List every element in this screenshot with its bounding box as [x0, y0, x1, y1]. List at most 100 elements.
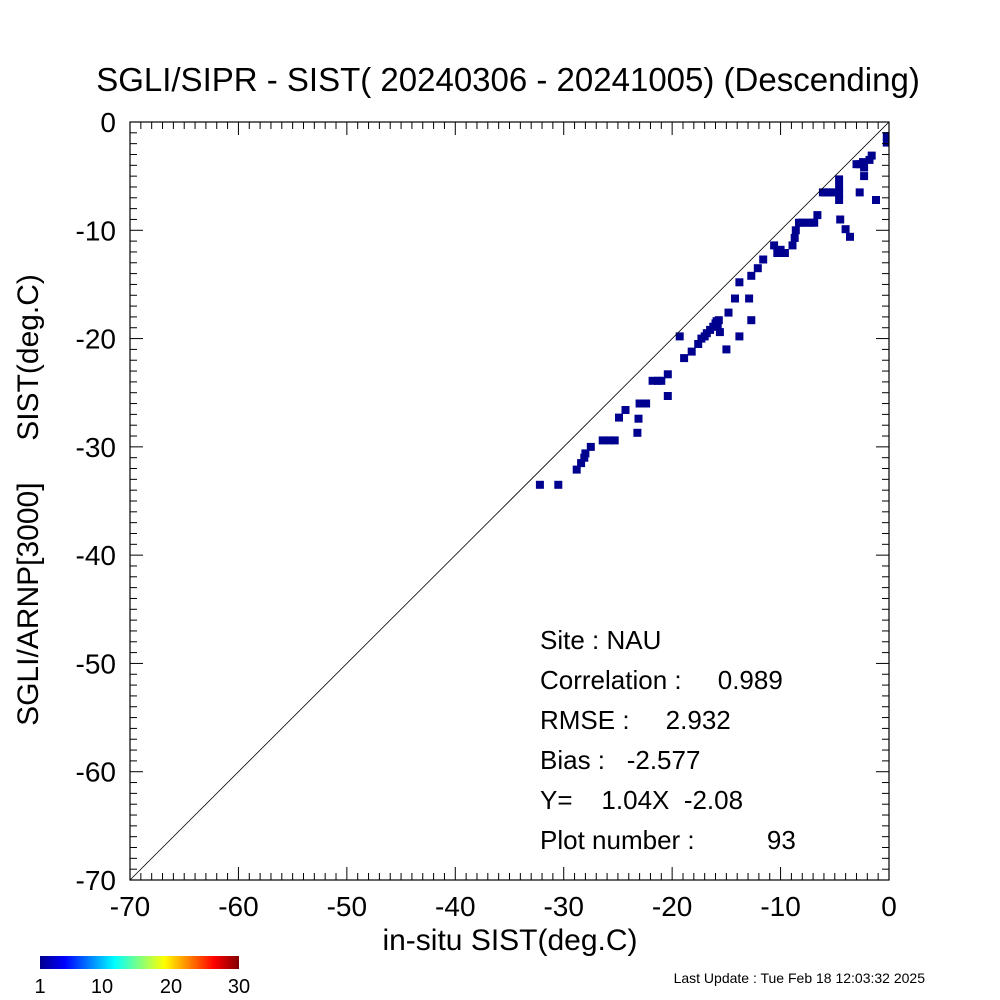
data-point-54: [802, 218, 811, 227]
data-point-57: [813, 211, 822, 220]
data-point-1: [554, 480, 563, 489]
x-tick-label: -40: [435, 891, 475, 922]
data-point-12: [633, 428, 642, 437]
last-update: Last Update : Tue Feb 18 12:03:32 2025: [674, 970, 926, 986]
data-point-3: [577, 459, 586, 468]
data-point-38: [747, 316, 756, 325]
data-point-2: [572, 465, 581, 474]
stats-bias: Bias : -2.577: [540, 745, 700, 775]
data-point-72: [860, 163, 869, 172]
y-tick-label: -30: [76, 432, 116, 463]
stats-correlation: Correlation : 0.989: [540, 665, 783, 695]
data-point-23: [687, 347, 696, 356]
data-point-36: [724, 308, 733, 317]
colorbar-label-1: 1: [34, 976, 45, 998]
data-point-65: [835, 196, 844, 204]
data-point-47: [776, 245, 785, 254]
data-point-49: [788, 241, 797, 250]
stats-rmse: RMSE : 2.932: [540, 705, 731, 735]
data-point-50: [790, 233, 799, 242]
data-point-9: [610, 436, 619, 445]
data-point-8: [605, 436, 614, 445]
data-point-51: [791, 226, 800, 235]
colorbar-label-10: 10: [91, 976, 113, 998]
y-tick-label: -50: [76, 648, 116, 679]
data-point-13: [634, 414, 643, 423]
colorbar-bar: [40, 956, 239, 969]
data-point-62: [835, 175, 844, 184]
stats-plot-number: Plot number : 93: [540, 825, 796, 855]
data-point-24: [694, 340, 703, 348]
data-point-67: [841, 225, 850, 234]
data-point-53: [798, 218, 807, 227]
data-point-79: [882, 138, 889, 147]
data-point-18: [657, 376, 666, 385]
y-axis-label: SGLI/ARNP[3000] SIST(deg.C): [12, 274, 45, 726]
colorbar-label-30: 30: [228, 976, 250, 998]
data-point-15: [642, 399, 651, 408]
data-point-48: [780, 249, 789, 257]
data-point-32: [715, 328, 724, 337]
y-tick-label: -60: [76, 757, 116, 788]
data-point-73: [855, 188, 864, 197]
y-tick-label: -20: [76, 324, 116, 355]
x-tick-label: 0: [881, 891, 897, 922]
colorbar-label-20: 20: [160, 976, 182, 998]
data-point-68: [846, 232, 854, 241]
data-point-42: [747, 271, 756, 280]
y-tick-label: -10: [76, 215, 116, 246]
data-point-5: [581, 449, 590, 458]
data-point-35: [722, 345, 731, 354]
y-tick-label: -70: [76, 865, 116, 896]
data-point-56: [810, 218, 819, 227]
x-axis-label: in-situ SIST(deg.C): [382, 924, 637, 957]
data-point-14: [635, 399, 644, 408]
data-point-77: [872, 196, 880, 204]
stats-block: Site : NAU Correlation : 0.989 RMSE : 2.…: [540, 625, 796, 855]
data-point-45: [770, 241, 779, 250]
x-tick-label: -10: [760, 891, 800, 922]
data-point-63: [835, 183, 844, 191]
data-point-17: [648, 376, 657, 385]
data-point-61: [829, 188, 838, 197]
data-point-39: [731, 294, 739, 303]
data-point-6: [586, 442, 595, 451]
data-markers: [535, 132, 889, 489]
data-point-11: [621, 406, 630, 414]
data-point-75: [865, 155, 874, 164]
data-point-76: [867, 151, 876, 160]
data-point-40: [735, 278, 744, 287]
data-point-43: [753, 264, 762, 273]
x-tick-label: -60: [218, 891, 258, 922]
y-tick-label: -40: [76, 540, 116, 571]
x-tick-label: -20: [652, 891, 692, 922]
data-point-31: [713, 322, 722, 331]
data-point-22: [680, 354, 689, 363]
data-point-34: [714, 316, 723, 325]
y-tick-label: 0: [100, 107, 116, 138]
data-point-66: [836, 215, 845, 224]
data-point-37: [735, 332, 744, 341]
axis-tick-labels: -70 -60 -50 -40 -30 -20 -10 0 0 -10 -20 -30 -40 -50 -6…: [76, 107, 897, 922]
data-point-7: [598, 436, 607, 445]
axis-ticks: [129, 121, 890, 881]
x-tick-label: -50: [327, 891, 367, 922]
data-point-21: [675, 332, 684, 341]
identity-line: [129, 121, 890, 881]
chart-title: SGLI/SIPR - SIST( 20240306 - 20241005) (…: [96, 61, 920, 98]
data-point-0: [535, 480, 544, 489]
x-tick-label: -70: [110, 891, 150, 922]
data-point-41: [745, 294, 754, 303]
data-point-74: [860, 172, 869, 181]
data-point-78: [882, 132, 889, 141]
data-point-64: [835, 189, 844, 198]
data-point-60: [825, 188, 834, 197]
data-point-20: [663, 392, 672, 400]
x-tick-label: -30: [543, 891, 583, 922]
data-point-4: [580, 453, 589, 462]
data-point-19: [663, 370, 672, 379]
data-point-71: [859, 158, 867, 167]
stats-regression: Y= 1.04X -2.08: [540, 785, 743, 815]
data-point-44: [759, 255, 768, 264]
